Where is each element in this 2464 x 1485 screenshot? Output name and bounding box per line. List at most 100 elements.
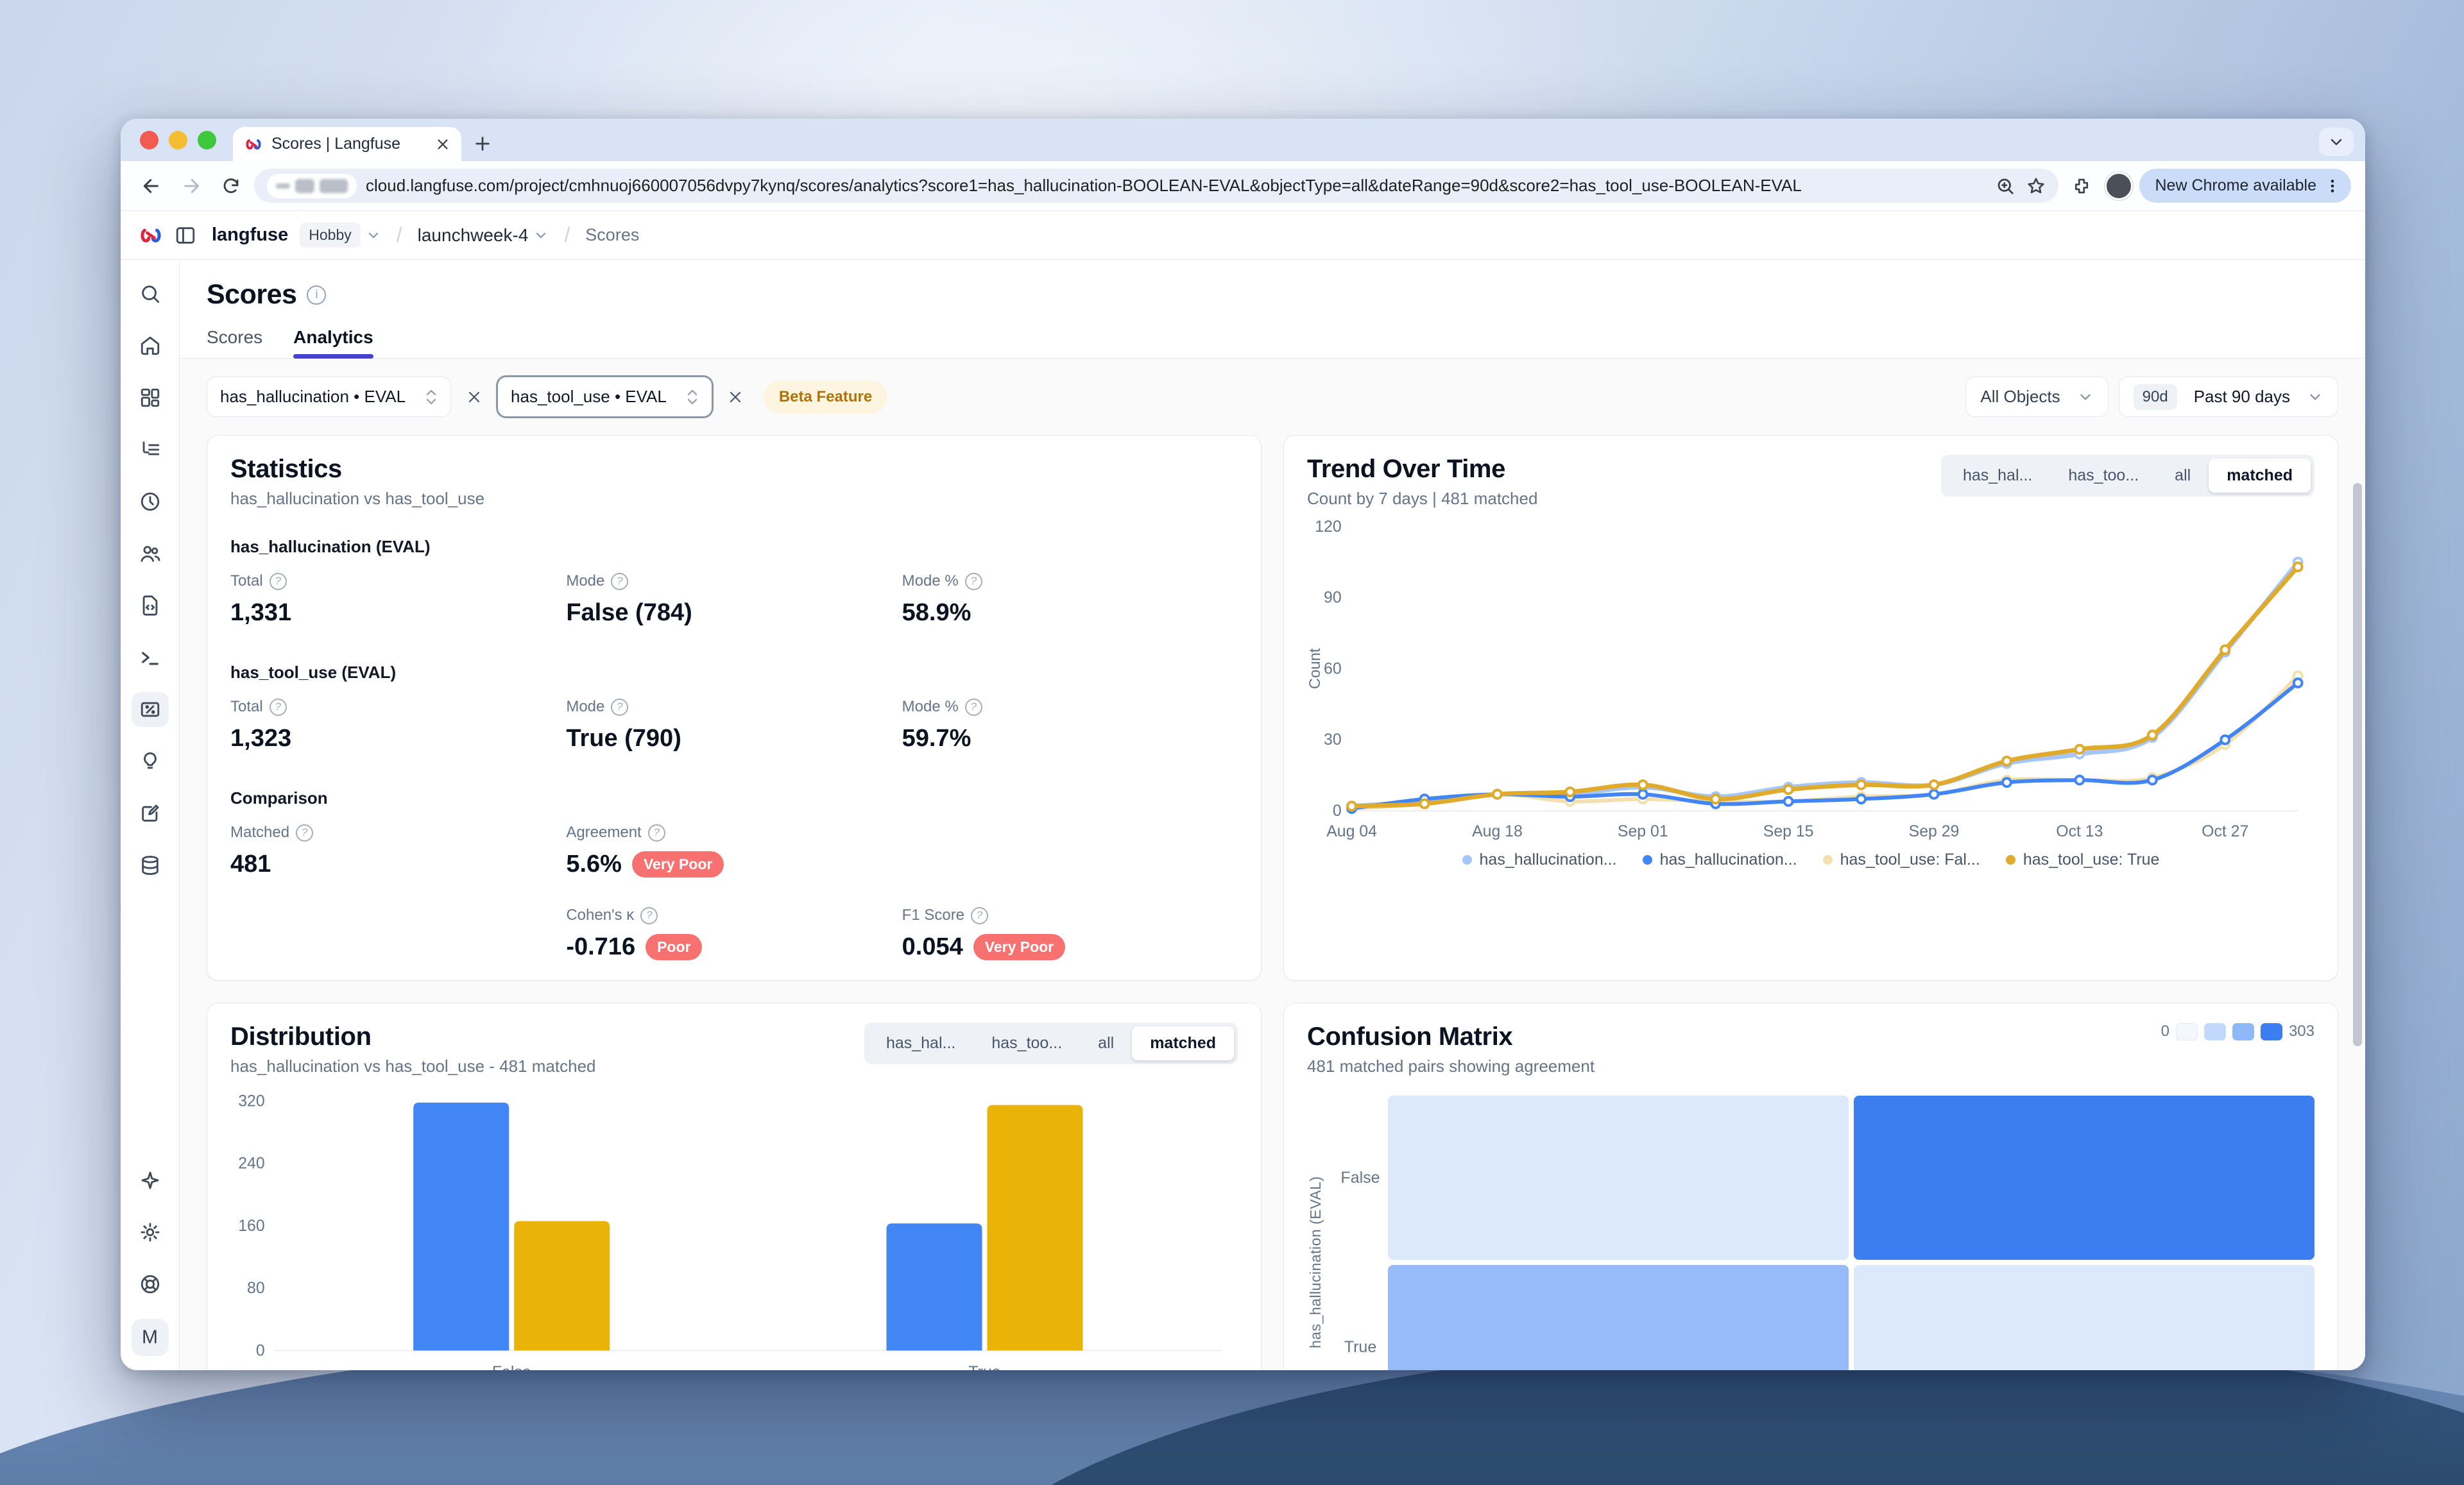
forward-button[interactable]: [175, 169, 208, 203]
help-icon[interactable]: [971, 906, 989, 924]
address-bar[interactable]: cloud.langfuse.com/project/cmhnuoj660007…: [254, 169, 2059, 203]
toggle-matched[interactable]: matched: [1132, 1026, 1234, 1060]
ask-ai-icon[interactable]: [132, 1163, 169, 1198]
users-icon[interactable]: [132, 536, 169, 571]
close-window-button[interactable]: [140, 130, 158, 149]
svg-text:0: 0: [256, 1342, 265, 1359]
toggle-all[interactable]: all: [2175, 466, 2191, 484]
confusion-cell[interactable]: [1854, 1096, 2314, 1260]
trend-subtitle: Count by 7 days | 481 matched: [1307, 489, 1538, 508]
score1-select[interactable]: has_hallucination • EVAL: [207, 377, 452, 417]
svg-text:0: 0: [1333, 802, 1342, 820]
remove-score2-button[interactable]: [721, 383, 749, 411]
sidebar-toggle-icon[interactable]: [175, 225, 196, 246]
dashboards-icon[interactable]: [132, 380, 169, 415]
section-heading: Comparison: [230, 788, 328, 808]
prompts-icon[interactable]: [132, 588, 169, 623]
help-icon[interactable]: [611, 572, 629, 590]
user-avatar[interactable]: M: [131, 1319, 169, 1356]
confusion-cell[interactable]: [1388, 1265, 1849, 1370]
help-icon[interactable]: [269, 572, 287, 590]
site-permissions-redacted: [267, 173, 357, 198]
date-range-select[interactable]: 90d Past 90 days: [2118, 377, 2338, 417]
distribution-subtitle: has_hallucination vs has_tool_use - 481 …: [230, 1056, 596, 1076]
chrome-update-label: New Chrome available: [2155, 176, 2316, 194]
back-button[interactable]: [135, 169, 168, 203]
search-icon[interactable]: [132, 276, 169, 311]
help-icon[interactable]: [964, 572, 982, 590]
row-label-false: False: [1340, 1168, 1380, 1187]
home-icon[interactable]: [132, 328, 169, 363]
new-tab-button[interactable]: [468, 129, 497, 158]
breadcrumb-separator: /: [396, 223, 402, 246]
toggle-all[interactable]: all: [1098, 1034, 1115, 1052]
toggle-has-too[interactable]: has_too...: [991, 1034, 1063, 1052]
playground-icon[interactable]: [132, 640, 169, 675]
support-icon[interactable]: [132, 1267, 169, 1302]
object-type-select[interactable]: All Objects: [1965, 377, 2109, 417]
zoom-icon[interactable]: [1996, 176, 2015, 196]
scale-swatch: [2260, 1023, 2282, 1040]
toggle-matched[interactable]: matched: [2209, 459, 2311, 493]
tracing-icon[interactable]: [132, 432, 169, 467]
profile-avatar[interactable]: [2105, 171, 2134, 200]
tab-close-icon[interactable]: [436, 137, 450, 151]
help-icon[interactable]: [640, 906, 658, 924]
tab-search-button[interactable]: [2319, 128, 2354, 156]
confusion-panel: Confusion Matrix 481 matched pairs showi…: [1283, 1003, 2338, 1370]
help-icon[interactable]: [269, 698, 287, 716]
window-controls: [132, 119, 223, 161]
toggle-has-hal[interactable]: has_hal...: [1962, 466, 2033, 484]
evals-icon[interactable]: [132, 744, 169, 779]
project-name: launchweek-4: [417, 225, 529, 245]
svg-text:80: 80: [247, 1280, 265, 1297]
minimize-window-button[interactable]: [169, 130, 187, 149]
chevron-down-icon: [536, 232, 546, 238]
confusion-cell[interactable]: [1854, 1265, 2314, 1370]
datasets-icon[interactable]: [132, 848, 169, 883]
chevron-down-icon: [2080, 394, 2091, 400]
confusion-cell[interactable]: [1388, 1096, 1849, 1260]
scrollbar-thumb[interactable]: [2353, 482, 2362, 1046]
confusion-y-axis-label: has_hallucination (EVAL): [1307, 1176, 1324, 1349]
distribution-panel: Distribution has_hallucination vs has_to…: [207, 1003, 1262, 1370]
toggle-has-hal[interactable]: has_hal...: [886, 1034, 956, 1052]
svg-text:160: 160: [238, 1218, 264, 1235]
status-badge: Very Poor: [631, 851, 724, 878]
remove-score1-button[interactable]: [460, 383, 488, 411]
reload-button[interactable]: [214, 169, 248, 203]
toggle-has-too[interactable]: has_too...: [2068, 466, 2139, 484]
maximize-window-button[interactable]: [198, 130, 216, 149]
tab-scores[interactable]: Scores: [207, 327, 263, 347]
tab-title: Scores | Langfuse: [271, 135, 401, 153]
bookmark-star-icon[interactable]: [2026, 176, 2046, 196]
settings-icon[interactable]: [132, 1215, 169, 1250]
sessions-icon[interactable]: [132, 484, 169, 519]
scores-icon[interactable]: [131, 692, 169, 727]
browser-toolbar: cloud.langfuse.com/project/cmhnuoj660007…: [121, 161, 2365, 211]
trend-title: Trend Over Time: [1307, 455, 1505, 483]
confusion-title: Confusion Matrix: [1307, 1023, 1513, 1051]
page-scrollbar: [2353, 427, 2362, 1365]
extensions-icon[interactable]: [2065, 169, 2098, 203]
distribution-view-toggle: has_hal... has_too... all matched: [864, 1023, 1238, 1064]
annotation-icon[interactable]: [132, 796, 169, 831]
help-icon[interactable]: [296, 824, 314, 842]
help-icon[interactable]: [964, 698, 982, 716]
plan-selector[interactable]: Hobby: [300, 223, 381, 248]
help-icon[interactable]: [611, 698, 629, 716]
metric-mode-pct: Mode % 58.9%: [902, 572, 1238, 627]
metric-mode: Mode False (784): [566, 572, 902, 627]
help-icon[interactable]: [647, 824, 665, 842]
kebab-menu-icon[interactable]: [2324, 178, 2341, 194]
confusion-subtitle: 481 matched pairs showing agreement: [1307, 1056, 1595, 1076]
info-icon[interactable]: i: [307, 285, 327, 305]
browser-tab[interactable]: Scores | Langfuse: [233, 127, 461, 161]
score2-select[interactable]: has_tool_use • EVAL: [497, 377, 712, 417]
legend-dot: [1462, 854, 1472, 865]
tab-analytics[interactable]: Analytics: [293, 327, 373, 359]
project-selector[interactable]: launchweek-4: [418, 225, 549, 246]
sidebar: M: [121, 260, 180, 1370]
org-name[interactable]: langfuse: [212, 225, 289, 245]
chrome-update-pill[interactable]: New Chrome available: [2139, 169, 2351, 203]
